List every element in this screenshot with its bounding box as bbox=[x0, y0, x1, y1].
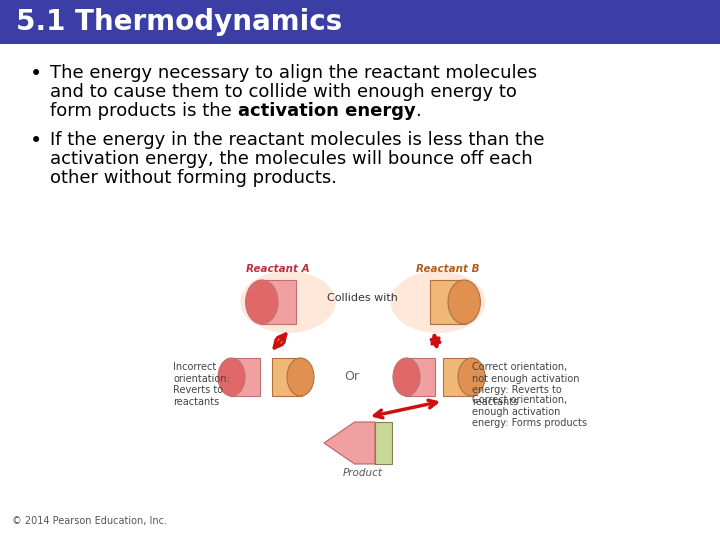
Ellipse shape bbox=[246, 280, 278, 324]
PathPatch shape bbox=[324, 422, 375, 464]
Ellipse shape bbox=[448, 280, 480, 324]
FancyBboxPatch shape bbox=[260, 280, 296, 324]
FancyBboxPatch shape bbox=[230, 358, 260, 396]
Text: and to cause them to collide with enough energy to: and to cause them to collide with enough… bbox=[50, 83, 517, 101]
Text: Or: Or bbox=[344, 370, 359, 383]
Text: Product: Product bbox=[343, 468, 383, 478]
Text: •: • bbox=[30, 64, 42, 84]
Text: Reactant A: Reactant A bbox=[246, 264, 310, 274]
FancyBboxPatch shape bbox=[430, 280, 466, 324]
Text: 5.1 Thermodynamics: 5.1 Thermodynamics bbox=[16, 8, 342, 36]
Text: •: • bbox=[30, 131, 42, 151]
Ellipse shape bbox=[458, 358, 485, 396]
Text: activation energy: activation energy bbox=[238, 102, 415, 120]
Text: Correct orientation,
enough activation
energy: Forms products: Correct orientation, enough activation e… bbox=[472, 395, 587, 428]
Text: activation energy, the molecules will bounce off each: activation energy, the molecules will bo… bbox=[50, 150, 533, 168]
FancyBboxPatch shape bbox=[272, 358, 302, 396]
Text: other without forming products.: other without forming products. bbox=[50, 169, 337, 187]
Ellipse shape bbox=[393, 358, 420, 396]
Text: If the energy in the reactant molecules is less than the: If the energy in the reactant molecules … bbox=[50, 131, 544, 149]
Text: Reactant B: Reactant B bbox=[416, 264, 480, 274]
FancyBboxPatch shape bbox=[405, 358, 435, 396]
Text: form products is the: form products is the bbox=[50, 102, 238, 120]
Ellipse shape bbox=[240, 271, 336, 333]
Text: .: . bbox=[415, 102, 421, 120]
PathPatch shape bbox=[375, 422, 392, 464]
Text: © 2014 Pearson Education, Inc.: © 2014 Pearson Education, Inc. bbox=[12, 516, 167, 526]
Text: Collides with: Collides with bbox=[327, 293, 397, 303]
Ellipse shape bbox=[218, 358, 245, 396]
Text: Correct orientation,
not enough activation
energy: Reverts to
reactants: Correct orientation, not enough activati… bbox=[472, 362, 580, 407]
Ellipse shape bbox=[390, 271, 485, 333]
Ellipse shape bbox=[287, 358, 314, 396]
Text: Incorrect
orientation:
Reverts to
reactants: Incorrect orientation: Reverts to reacta… bbox=[173, 362, 230, 407]
FancyBboxPatch shape bbox=[443, 358, 473, 396]
Text: The energy necessary to align the reactant molecules: The energy necessary to align the reacta… bbox=[50, 64, 537, 82]
FancyBboxPatch shape bbox=[0, 0, 720, 44]
